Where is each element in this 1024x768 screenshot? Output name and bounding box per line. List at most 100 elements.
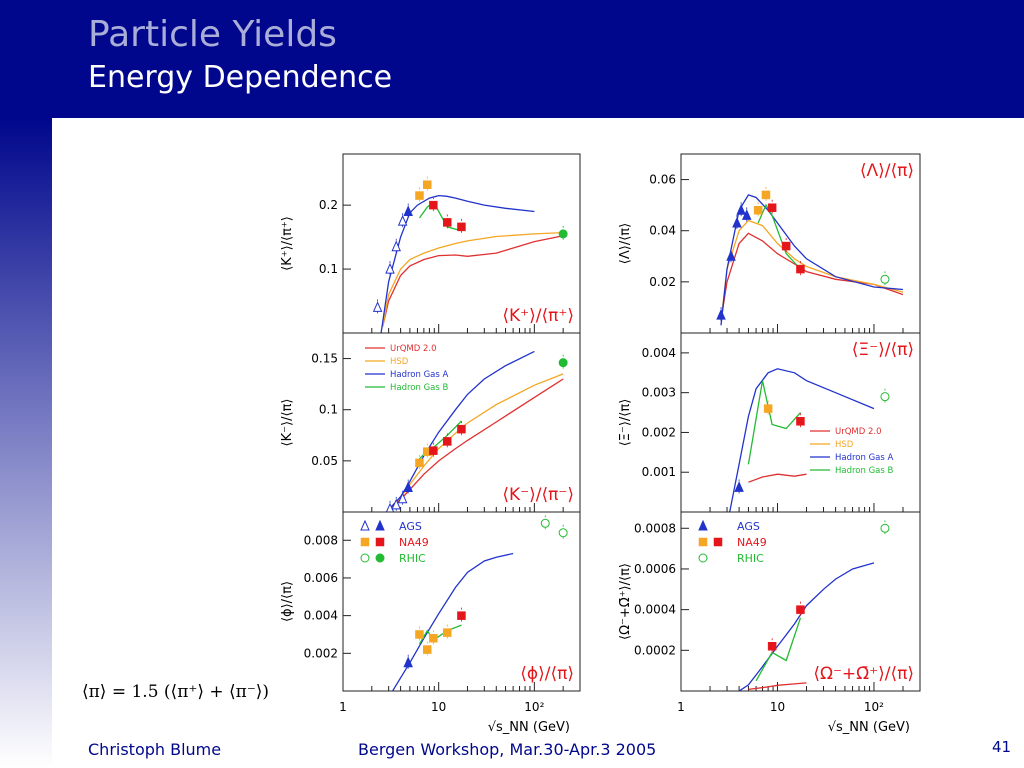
panel-phi-pi-legend-label: AGS xyxy=(399,520,422,533)
panel-phi-pi-ratio-label: ⟨ϕ⟩/⟨π⟩ xyxy=(520,664,574,684)
panel-lambda-pi-point-na49 xyxy=(761,190,771,200)
panel-lambda-pi-y-axis-label: ⟨Λ⟩/⟨π⟩ xyxy=(618,223,633,264)
panel-k-pi-point-na49 xyxy=(443,437,452,446)
panel-xi-pi-point-na49 xyxy=(763,404,773,413)
panel-k-pi-curve-urqmd-2-0 xyxy=(382,235,564,327)
panel-k-pi-point-ags xyxy=(397,214,408,226)
panel-lambda-pi-point-ags xyxy=(716,308,726,320)
panel-k-pi-point-ags xyxy=(397,492,408,504)
footer-author: Christoph Blume xyxy=(88,740,222,759)
panel-k-pi-point-ags xyxy=(372,301,383,312)
panel-lambda-pi-ratio-label: ⟨Λ⟩/⟨π⟩ xyxy=(860,161,914,181)
panel-xi-pi-y-axis-label: ⟨Ξ⁻⟩/⟨π⟩ xyxy=(618,399,633,447)
panel-k-pi-y-tick-label: 0.15 xyxy=(311,352,338,366)
panel-phi-pi-legend-marker xyxy=(375,553,385,563)
panel-xi-pi-point-rhic xyxy=(880,392,890,402)
side-gradient-bar xyxy=(0,118,52,768)
panel-k-pi: 0.05 0.1 0.15 ⟨K⁻⟩/⟨π⟩ ⟨K⁻⟩/⟨π⁻⟩ UrQMD 2.0 HSD… xyxy=(280,332,581,517)
panel-xi-pi-point-na49 xyxy=(796,417,805,426)
panel-omega-pi-point-na49 xyxy=(796,605,805,614)
panel-lambda-pi-point-ags xyxy=(736,204,746,215)
panel-omega-pi-y-tick-label: 0.0008 xyxy=(634,521,676,535)
panel-phi-pi-point-rhic xyxy=(540,518,550,528)
panel-k-pi-legend-label: Hadron Gas A xyxy=(390,370,449,380)
panel-phi-pi-point-na49 xyxy=(423,645,432,654)
panel-k-pi-curve-hadron-gas-a xyxy=(380,194,535,333)
panel-xi-pi-legend-label: Hadron Gas B xyxy=(835,466,894,476)
panel-phi-pi-point-na49 xyxy=(429,633,438,643)
panel-phi-pi-point-na49 xyxy=(443,628,452,637)
panel-xi-pi-y-tick-label: 0.004 xyxy=(642,346,676,360)
panel-lambda-pi-point-ags xyxy=(741,209,752,220)
panel-omega-pi-y-tick-label: 0.0004 xyxy=(634,603,676,617)
panel-k-pi-y-tick-label: 0.1 xyxy=(319,403,338,417)
panel-xi-pi-curve-hadron-gas-a xyxy=(729,368,875,512)
panel-xi-pi-curve-urqmd-2-0 xyxy=(748,473,807,483)
panel-xi-pi-legend: UrQMD 2.0 HSD Hadron Gas A Hadron Gas B xyxy=(810,427,894,476)
panel-lambda-pi-curve-urqmd-2-0 xyxy=(720,232,904,321)
panel-lambda-pi-y-tick-label: 0.04 xyxy=(649,224,676,238)
panel-phi-pi-legend-marker xyxy=(375,537,385,547)
panel-lambda-pi-point-rhic xyxy=(880,274,890,284)
panel-omega-pi-x-axis-label: √s_NN (GeV) xyxy=(828,720,910,735)
panel-omega-pi-y-tick-label: 0.0002 xyxy=(634,643,676,657)
panel-k-pi-point-ags xyxy=(403,205,413,217)
panel-xi-pi-legend-label: HSD xyxy=(835,440,854,450)
panel-k-pi: 0.1 0.2 ⟨K⁺⟩/⟨π⁺⟩ ⟨K⁺⟩/⟨π⁺⟩ xyxy=(280,153,581,334)
panel-k-pi-point-na49 xyxy=(443,218,452,227)
panel-k-pi-point-ags xyxy=(391,240,401,252)
panel-lambda-pi-y-tick-label: 0.02 xyxy=(649,275,676,289)
panel-k-pi-point-rhic xyxy=(558,229,568,239)
panel-xi-pi-legend-label: Hadron Gas A xyxy=(835,453,894,463)
panel-phi-pi-y-tick-label: 0.002 xyxy=(304,646,338,660)
panel-phi-pi-legend-label: RHIC xyxy=(399,552,426,565)
panel-omega-pi-legend-marker xyxy=(698,553,708,563)
panel-xi-pi-curve-hadron-gas-b xyxy=(747,380,801,465)
panel-omega-pi-x-tick-label: 10 xyxy=(770,700,785,714)
panel-xi-pi-legend-label: UrQMD 2.0 xyxy=(835,427,882,437)
panel-lambda-pi-curve-hsd xyxy=(720,219,904,321)
panel-phi-pi-curve-hadron-gas-a xyxy=(392,552,514,691)
panel-lambda-pi-point-ags xyxy=(726,250,736,261)
panel-phi-pi-point-na49 xyxy=(457,611,466,620)
panel-phi-pi-point-na49 xyxy=(415,630,424,639)
panel-omega-pi-y-tick-label: 0.0006 xyxy=(634,562,676,576)
panel-k-pi-legend-label: Hadron Gas B xyxy=(390,383,449,393)
panel-k-pi-point-ags xyxy=(403,481,413,492)
panel-omega-pi-legend-marker xyxy=(713,537,723,547)
panel-k-pi-y-axis-label: ⟨K⁺⟩/⟨π⁺⟩ xyxy=(280,216,295,271)
panel-k-pi-point-na49 xyxy=(415,458,424,468)
panel-lambda-pi-point-na49 xyxy=(796,264,805,274)
particle-yield-figure: 0.1 0.2 ⟨K⁺⟩/⟨π⁺⟩ ⟨K⁺⟩/⟨π⁺⟩ 0.02 0.04 0.06 ⟨Λ⟩/… xyxy=(280,153,921,735)
panel-k-pi-y-axis-label: ⟨K⁻⟩/⟨π⟩ xyxy=(280,399,295,447)
panel-phi-pi-legend-marker xyxy=(360,553,370,563)
panel-phi-pi-legend-marker xyxy=(375,519,385,531)
panel-omega-pi-legend-label: AGS xyxy=(737,520,760,533)
panel-k-pi-point-na49 xyxy=(429,446,438,455)
panel-phi-pi-legend-marker xyxy=(360,519,370,531)
panel-k-pi-y-tick-label: 0.2 xyxy=(319,198,338,212)
panel-phi-pi-point-rhic xyxy=(558,528,568,538)
panel-omega-pi-legend: AGS NA49 RHIC xyxy=(698,519,767,565)
panel-k-pi-frame xyxy=(342,153,581,334)
panel-phi-pi-legend-marker xyxy=(360,537,370,547)
panel-xi-pi: 0.001 0.002 0.003 0.004 ⟨Ξ⁻⟩/⟨π⟩ ⟨Ξ⁻⟩/⟨π⟩ UrQM… xyxy=(618,332,921,513)
panel-k-pi-y-tick-label: 0.05 xyxy=(311,454,338,468)
panel-k-pi-legend: UrQMD 2.0 HSD Hadron Gas A Hadron Gas B xyxy=(365,344,449,393)
panel-xi-pi-ratio-label: ⟨Ξ⁻⟩/⟨π⟩ xyxy=(852,340,914,360)
panel-phi-pi-x-tick-label: 10 xyxy=(431,700,446,714)
panel-omega-pi-x-tick-label: 1 xyxy=(677,700,685,714)
panel-omega-pi-legend-label: RHIC xyxy=(737,552,764,565)
panel-phi-pi: 0.002 0.004 0.006 0.008 ⟨ϕ⟩/⟨π⟩ ⟨ϕ⟩/⟨π⟩ AGS NA4… xyxy=(280,511,581,735)
panel-lambda-pi-point-na49 xyxy=(767,203,777,212)
panel-phi-pi-point-ags xyxy=(403,656,413,668)
panel-omega-pi: 0.0002 0.0004 0.0006 0.0008 ⟨Ω⁻+Ω̄⁺⟩/⟨π⟩ ⟨Ω⁻+… xyxy=(618,511,921,735)
panel-phi-pi-legend: AGS NA49 RHIC xyxy=(360,519,429,565)
panel-lambda-pi-curve-hadron-gas-b xyxy=(757,203,801,270)
panel-omega-pi-x-tick-label: 10² xyxy=(864,700,884,714)
slide-title: Particle Yields xyxy=(88,14,337,55)
slide-header xyxy=(0,0,1024,118)
panel-xi-pi-y-tick-label: 0.003 xyxy=(642,386,676,400)
panel-phi-pi-x-tick-label: 1 xyxy=(339,700,347,714)
panel-lambda-pi: 0.02 0.04 0.06 ⟨Λ⟩/⟨π⟩ ⟨Λ⟩/⟨π⟩ xyxy=(618,153,921,334)
